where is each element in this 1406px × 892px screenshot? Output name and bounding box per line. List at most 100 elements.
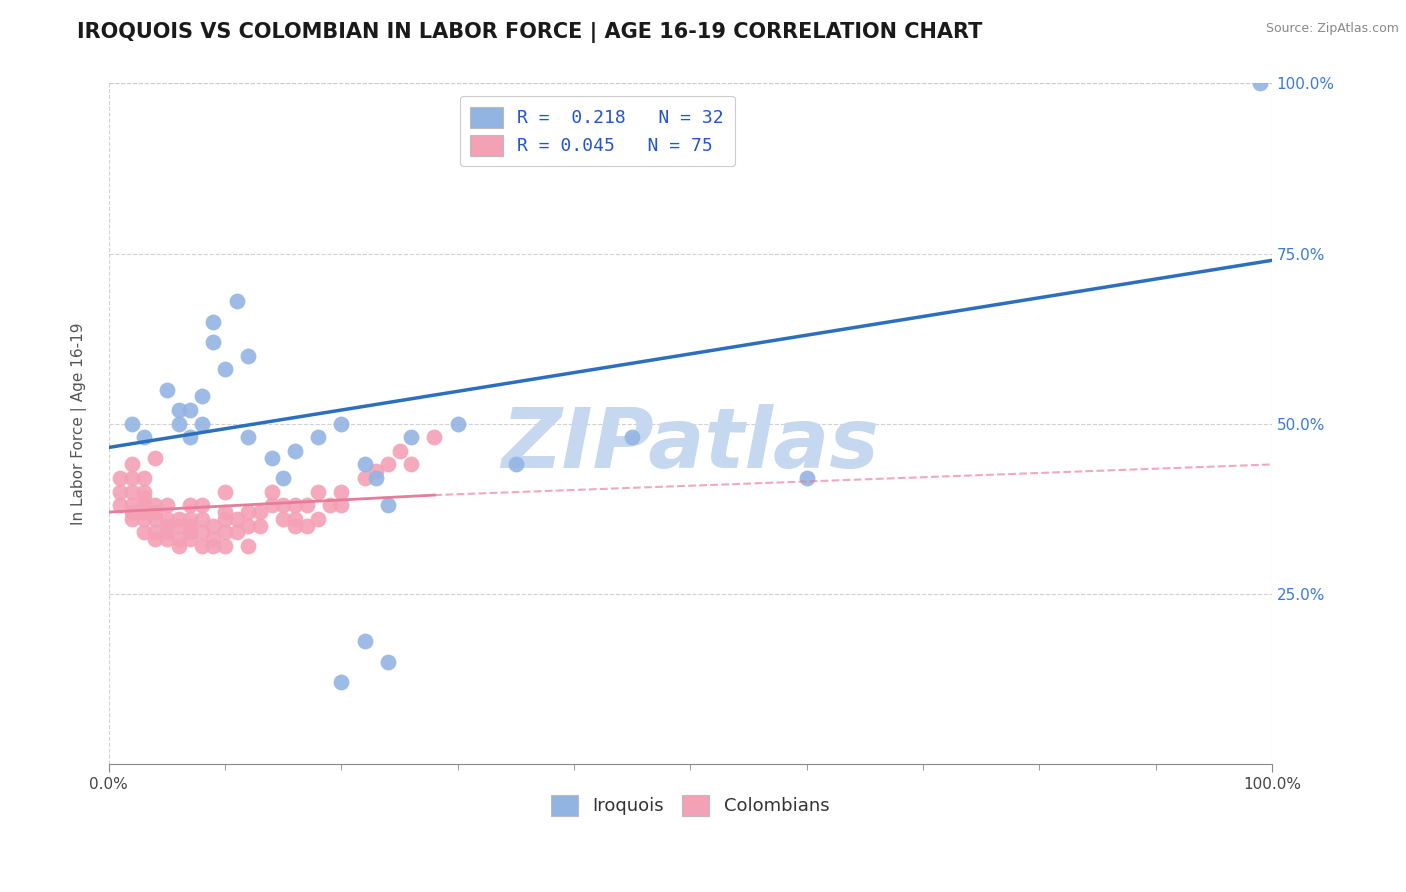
Point	[330, 417, 353, 431]
Point	[156, 525, 179, 540]
Point	[271, 498, 294, 512]
Y-axis label: In Labor Force | Age 16-19: In Labor Force | Age 16-19	[72, 322, 87, 524]
Point	[225, 512, 247, 526]
Point	[447, 417, 470, 431]
Point	[132, 512, 155, 526]
Point	[284, 518, 307, 533]
Point	[143, 525, 166, 540]
Point	[179, 533, 201, 547]
Point	[423, 430, 446, 444]
Point	[179, 512, 201, 526]
Point	[202, 518, 225, 533]
Point	[202, 533, 225, 547]
Point	[143, 498, 166, 512]
Point	[167, 533, 190, 547]
Point	[202, 539, 225, 553]
Point	[214, 484, 236, 499]
Point	[179, 498, 201, 512]
Point	[132, 471, 155, 485]
Point	[260, 484, 283, 499]
Point	[295, 518, 318, 533]
Point	[132, 498, 155, 512]
Point	[366, 471, 388, 485]
Point	[621, 430, 644, 444]
Point	[225, 525, 247, 540]
Point	[179, 403, 201, 417]
Point	[167, 512, 190, 526]
Point	[249, 518, 271, 533]
Point	[191, 525, 214, 540]
Point	[191, 539, 214, 553]
Point	[796, 471, 818, 485]
Legend: Iroquois, Colombians: Iroquois, Colombians	[544, 788, 837, 822]
Point	[260, 450, 283, 465]
Point	[167, 417, 190, 431]
Point	[353, 458, 375, 472]
Point	[156, 518, 179, 533]
Point	[238, 539, 260, 553]
Point	[121, 512, 143, 526]
Point	[225, 294, 247, 309]
Point	[132, 430, 155, 444]
Point	[295, 498, 318, 512]
Point	[271, 512, 294, 526]
Point	[191, 417, 214, 431]
Point	[121, 471, 143, 485]
Point	[307, 512, 329, 526]
Point	[214, 505, 236, 519]
Point	[167, 539, 190, 553]
Point	[260, 498, 283, 512]
Point	[307, 484, 329, 499]
Point	[110, 484, 132, 499]
Point	[214, 525, 236, 540]
Point	[202, 334, 225, 349]
Point	[179, 525, 201, 540]
Point	[191, 512, 214, 526]
Point	[249, 505, 271, 519]
Point	[238, 349, 260, 363]
Point	[330, 675, 353, 690]
Point	[284, 498, 307, 512]
Point	[307, 430, 329, 444]
Point	[238, 505, 260, 519]
Point	[156, 498, 179, 512]
Point	[167, 518, 190, 533]
Point	[132, 505, 155, 519]
Point	[143, 450, 166, 465]
Point	[1249, 77, 1271, 91]
Point	[121, 417, 143, 431]
Point	[284, 443, 307, 458]
Point	[179, 430, 201, 444]
Point	[214, 512, 236, 526]
Point	[366, 464, 388, 478]
Point	[110, 498, 132, 512]
Point	[191, 498, 214, 512]
Point	[191, 389, 214, 403]
Point	[238, 518, 260, 533]
Point	[377, 458, 399, 472]
Point	[179, 518, 201, 533]
Point	[167, 403, 190, 417]
Point	[121, 458, 143, 472]
Point	[399, 430, 422, 444]
Point	[330, 498, 353, 512]
Point	[202, 315, 225, 329]
Point	[319, 498, 342, 512]
Point	[132, 491, 155, 506]
Point	[377, 655, 399, 669]
Point	[132, 525, 155, 540]
Point	[143, 512, 166, 526]
Point	[284, 512, 307, 526]
Point	[505, 458, 527, 472]
Point	[214, 539, 236, 553]
Point	[156, 533, 179, 547]
Point	[399, 458, 422, 472]
Point	[330, 484, 353, 499]
Point	[121, 505, 143, 519]
Point	[132, 484, 155, 499]
Point	[377, 498, 399, 512]
Point	[238, 430, 260, 444]
Point	[271, 471, 294, 485]
Point	[121, 498, 143, 512]
Point	[121, 484, 143, 499]
